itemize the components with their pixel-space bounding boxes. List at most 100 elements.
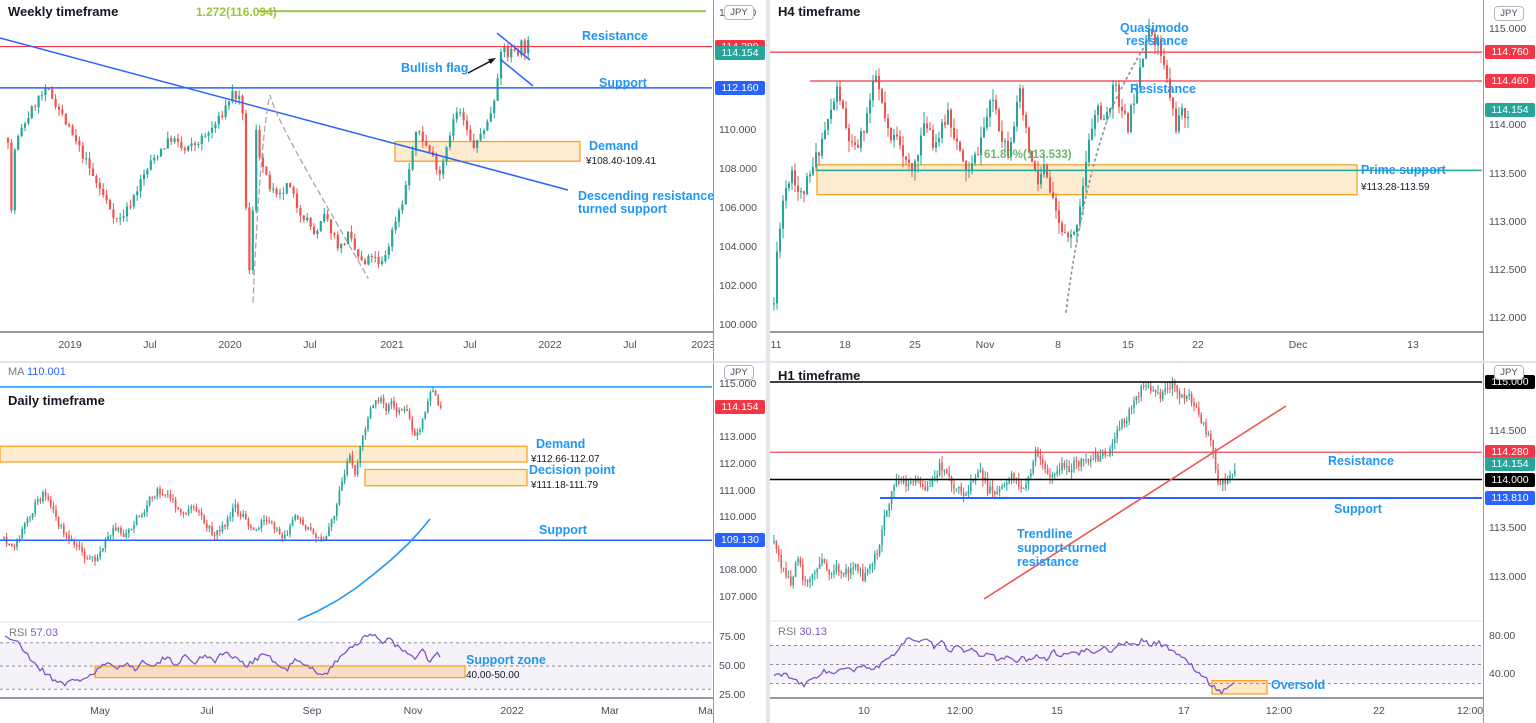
price-label-114.460: 114.460 <box>1485 74 1535 89</box>
time-axis-label: 15 <box>1051 705 1063 717</box>
time-axis-label: 10 <box>858 705 870 717</box>
price-tick: 115.000 <box>719 378 757 390</box>
trendline-label-line2: support-turned <box>1017 541 1107 555</box>
panel-h4[interactable]: H4 timeframe Quasimodo resistance Resist… <box>770 0 1536 361</box>
h1-price-scale[interactable]: 114.500 113.500 113.000 80.00 40.00 115.000 11… <box>1483 363 1536 723</box>
weekly-candlestick-chart[interactable] <box>0 0 766 361</box>
time-axis-label: 2021 <box>380 339 404 351</box>
time-axis-label: May <box>698 705 713 717</box>
rsi-support-zone-range: 40.00-50.00 <box>466 670 520 681</box>
price-tick: 114.500 <box>1489 424 1527 437</box>
demand-zone-range: ¥112.66-112.07 <box>531 454 600 465</box>
time-axis-label: May <box>90 705 110 717</box>
currency-badge: JPY <box>1494 6 1524 21</box>
rsi-label: RSI <box>9 627 28 639</box>
rsi-tick: 80.00 <box>1489 630 1516 642</box>
rsi-value: 57.03 <box>30 627 58 639</box>
price-label-114.760: 114.760 <box>1485 45 1535 60</box>
oversold-label: Oversold <box>1271 678 1326 692</box>
demand-zone-label: Demand <box>589 139 639 153</box>
rsi-support-zone-label: Support zone <box>466 653 546 667</box>
bullish-flag-label: Bullish flag <box>401 61 469 75</box>
price-tick: 102.000 <box>719 280 757 292</box>
resistance-label: Resistance <box>1328 454 1395 468</box>
time-axis-label: 2020 <box>218 339 242 351</box>
panel-daily[interactable]: MA 110.001 Daily timeframe Demand ¥112.6… <box>0 363 766 723</box>
page-title: Daily timeframe <box>8 393 105 408</box>
time-axis-label: 2022 <box>500 705 524 717</box>
h4-time-axis[interactable]: 11 18 25 Nov 8 15 22 Dec 13 <box>770 331 1483 361</box>
h4-candlestick-chart[interactable] <box>770 0 1536 361</box>
page-title: H4 timeframe <box>778 4 861 19</box>
prime-support-range: ¥113.28-113.59 <box>1361 182 1430 193</box>
quasimodo-resistance-label-line1: Quasimodo <box>1120 21 1189 35</box>
descending-support-label-line1: Descending resistance- <box>578 189 719 203</box>
price-tick: 115.000 <box>1489 23 1527 35</box>
time-axis-label: 12:00 <box>1456 705 1483 717</box>
price-label-114.154: 114.154 <box>715 45 765 60</box>
price-label-109.130: 109.130 <box>715 533 765 548</box>
page-title: Weekly timeframe <box>8 4 119 19</box>
daily-price-scale[interactable]: 115.000 113.000 112.000 111.000 110.000 108.0… <box>713 363 766 723</box>
price-tick: 106.000 <box>719 202 757 214</box>
time-axis-label: Nov <box>975 339 995 351</box>
price-tick: 100.000 <box>719 319 757 331</box>
rsi-legend[interactable]: RSI 57.03 <box>9 627 58 639</box>
price-label-114.280: 114.280 <box>1485 445 1535 460</box>
trendline-label-line3: resistance <box>1017 555 1079 569</box>
rsi-legend[interactable]: RSI 30.13 <box>778 626 827 638</box>
daily-candlestick-chart[interactable] <box>0 363 766 723</box>
decision-point-range: ¥111.18-111.79 <box>531 480 599 491</box>
panel-h1[interactable]: H1 timeframe Resistance Support Trendlin… <box>770 363 1536 723</box>
h1-time-axis[interactable]: 10 12:00 15 17 12:00 22 12:00 <box>770 697 1483 723</box>
price-tick: 113.000 <box>1489 215 1527 228</box>
time-axis-label: Sep <box>302 705 322 717</box>
price-label-112.160: 112.160 <box>715 80 765 95</box>
price-label-114.154: 114.154 <box>715 399 765 414</box>
time-axis-label: 2022 <box>538 339 562 351</box>
page-title: H1 timeframe <box>778 368 861 383</box>
panel-weekly[interactable]: Weekly timeframe 1.272(116.094) Resistan… <box>0 0 766 361</box>
h4-price-scale[interactable]: 115.000 114.000 113.500 113.000 112.500 112.0… <box>1483 0 1536 361</box>
rsi-label: RSI <box>778 626 797 638</box>
price-label-113.810: 113.810 <box>1485 491 1535 506</box>
resistance-label: Resistance <box>1130 82 1197 96</box>
time-axis-label: Jul <box>143 339 157 351</box>
currency-badge: JPY <box>724 5 754 20</box>
time-axis-label: 2019 <box>58 339 82 351</box>
descending-support-label-line2: turned support <box>578 202 667 216</box>
support-label: Support <box>1334 502 1382 516</box>
daily-time-axis[interactable]: May Jul Sep Nov 2022 Mar May <box>0 697 713 723</box>
price-tick: 113.000 <box>1489 571 1527 583</box>
price-label-114.154: 114.154 <box>1485 457 1535 472</box>
time-axis-label: Dec <box>1288 339 1308 351</box>
weekly-time-axis[interactable]: 2019 Jul 2020 Jul 2021 Jul 2022 Jul 2023 <box>0 331 713 361</box>
price-tick: 113.000 <box>719 431 757 444</box>
ma-value: 110.001 <box>26 366 66 378</box>
price-tick: 114.000 <box>1489 119 1527 132</box>
decision-point-label: Decision point <box>529 463 616 477</box>
time-axis-label: 8 <box>1055 339 1061 351</box>
fib-extension-label: 1.272(116.094) <box>196 5 277 19</box>
price-tick: 107.000 <box>719 591 757 603</box>
price-label-114.154: 114.154 <box>1485 103 1535 118</box>
ma-label: MA <box>8 366 24 378</box>
price-label-114.000: 114.000 <box>1485 472 1535 487</box>
price-tick: 104.000 <box>719 241 757 253</box>
price-tick: 112.000 <box>1489 312 1527 324</box>
price-tick: 111.000 <box>719 484 756 497</box>
prime-support-label: Prime support <box>1361 163 1446 177</box>
time-axis-label: 13 <box>1407 339 1419 351</box>
price-tick: 108.000 <box>719 163 757 175</box>
trendline-label-line1: Trendline <box>1017 527 1073 541</box>
time-axis-label: 11 <box>770 339 782 351</box>
currency-badge: JPY <box>1494 365 1524 380</box>
time-axis-label: Jul <box>303 339 317 351</box>
time-axis-label: Jul <box>623 339 637 351</box>
time-axis-label: 12:00 <box>1265 705 1293 717</box>
weekly-price-scale[interactable]: 110.000 108.000 106.000 104.000 102.000 100.0… <box>713 0 766 361</box>
h1-candlestick-chart[interactable] <box>770 363 1536 723</box>
time-axis-label: 22 <box>1373 705 1385 717</box>
ma-legend[interactable]: MA 110.001 <box>8 366 66 378</box>
rsi-tick: 40.00 <box>1489 668 1516 680</box>
